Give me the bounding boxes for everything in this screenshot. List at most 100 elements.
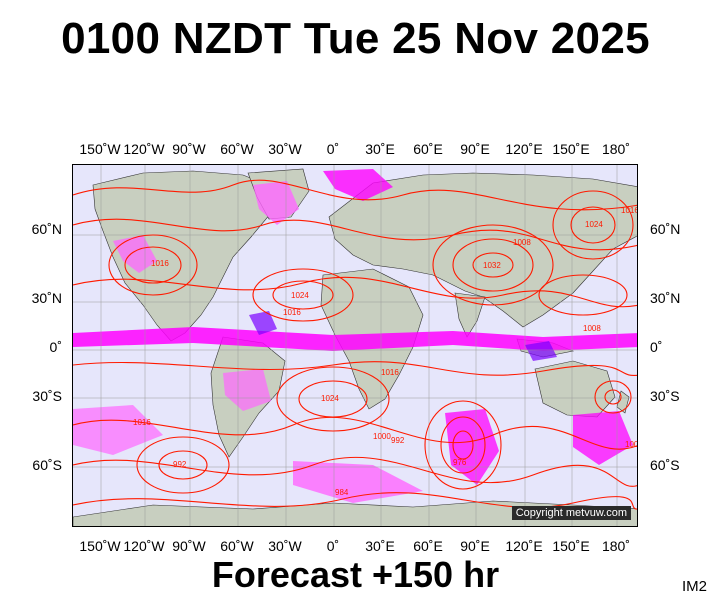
map-canvas: 1016 1024 1032 1008 1024 1016 1000 992 9… (73, 165, 638, 526)
lon-tick: 120˚W (123, 538, 165, 554)
lat-tick: 60˚S (32, 457, 62, 473)
isobar-ring (136, 436, 230, 494)
pressure-label: 1016 (621, 206, 638, 215)
isobar-ring (538, 274, 628, 316)
isobar (73, 456, 637, 487)
isobar (73, 492, 637, 510)
lon-tick: 120˚E (505, 538, 543, 554)
land-antarctica (73, 500, 637, 526)
lon-tick: 120˚W (123, 141, 165, 157)
precip-band (73, 327, 637, 351)
isobar-ring (108, 234, 198, 296)
pressure-label: 1016 (283, 308, 301, 317)
lon-tick: 0˚ (326, 538, 340, 554)
lon-tick: 150˚E (552, 141, 590, 157)
precip-band (223, 369, 271, 411)
pressure-label: 992 (391, 436, 405, 445)
lon-tick: 120˚E (505, 141, 543, 157)
isobar-ring (252, 268, 354, 322)
isobar-ring (158, 450, 208, 480)
isobar (73, 179, 637, 211)
lon-tick: 180˚ (601, 538, 631, 554)
lon-tick: 60˚E (413, 538, 443, 554)
isobar-ring (570, 206, 616, 244)
pressure-label: 1024 (321, 394, 339, 403)
lon-tick: 60˚W (220, 538, 254, 554)
lon-tick: 0˚ (326, 141, 340, 157)
lat-tick: 60˚N (650, 221, 681, 237)
pressure-label: 1024 (291, 291, 309, 300)
lat-tick: 30˚N (31, 290, 62, 306)
forecast-caption: Forecast +150 hr (211, 554, 500, 595)
isobar-ring (440, 416, 486, 474)
isobar-labels: 1016 1024 1032 1008 1024 1016 1000 992 9… (133, 206, 638, 497)
lon-tick: 150˚E (552, 538, 590, 554)
land-australia (534, 360, 616, 418)
pressure-label: 1008 (513, 238, 531, 247)
lon-tick: 30˚E (365, 538, 395, 554)
isobar-ring (298, 380, 368, 418)
lon-tick: 90˚W (172, 141, 206, 157)
pressure-label: 1024 (585, 220, 603, 229)
lat-tick: 60˚N (31, 221, 62, 237)
isobar-ring (472, 252, 514, 278)
pressure-label: 1000 (373, 432, 391, 441)
lon-tick: 30˚E (365, 141, 395, 157)
isobar (73, 218, 637, 251)
isobar-ring (552, 190, 634, 260)
precipitation (73, 169, 637, 503)
isobar-ring (432, 224, 554, 306)
isobar (73, 276, 637, 308)
precip-band (249, 311, 277, 335)
land-eurasia (328, 172, 637, 328)
precip-band (73, 405, 163, 455)
graticule (73, 165, 637, 526)
isobar-ring (424, 400, 502, 490)
precip-band (323, 169, 393, 201)
precip-band (445, 409, 499, 485)
precip-band (525, 341, 557, 361)
precip-band (253, 181, 299, 225)
lon-tick: 150˚W (79, 141, 121, 157)
lon-tick: 90˚E (460, 538, 490, 554)
lon-tick: 90˚E (460, 141, 490, 157)
lon-tick: 30˚W (268, 538, 302, 554)
lon-tick: 60˚W (220, 141, 254, 157)
pressure-label: 984 (335, 488, 349, 497)
lat-tick: 30˚N (650, 290, 681, 306)
lat-tick: 0˚ (49, 339, 62, 355)
pressure-label: 992 (173, 460, 187, 469)
isobar-ring (452, 238, 534, 292)
isobars (73, 179, 637, 510)
pressure-label: 1016 (381, 368, 399, 377)
pressure-label: 976 (453, 458, 467, 467)
lat-tick: 0˚ (650, 339, 663, 355)
isobar (73, 416, 637, 450)
isobar (73, 361, 637, 377)
pressure-label: 1016 (151, 259, 169, 268)
map-title: 0100 NZDT Tue 25 Nov 2025 (61, 14, 650, 63)
lat-tick: 30˚S (650, 388, 680, 404)
forecast-map: 1016 1024 1032 1008 1024 1016 1000 992 9… (72, 164, 638, 527)
isobar-ring (604, 389, 622, 405)
pressure-label: 1008 (583, 324, 601, 333)
lon-tick: 60˚E (413, 141, 443, 157)
land-north-america (92, 170, 274, 342)
isobar-ring (276, 366, 390, 432)
isobar-ring (272, 280, 334, 310)
lon-tick: 150˚W (79, 538, 121, 554)
lon-tick: 30˚W (268, 141, 302, 157)
precip-band (573, 411, 633, 465)
isobar-ring (124, 246, 182, 284)
pressure-label: 1032 (483, 261, 501, 270)
lon-tick: 180˚ (601, 141, 631, 157)
isobar-ring (594, 380, 632, 414)
isobar-ring (452, 430, 474, 460)
copyright-notice: Copyright metvuw.com (511, 506, 631, 520)
precip-band (113, 235, 157, 273)
lat-tick: 60˚S (650, 457, 680, 473)
lon-tick: 90˚W (172, 538, 206, 554)
image-id-label: IM2 (681, 578, 707, 595)
lat-tick: 30˚S (32, 388, 62, 404)
pressure-label: 1000 (625, 440, 638, 449)
